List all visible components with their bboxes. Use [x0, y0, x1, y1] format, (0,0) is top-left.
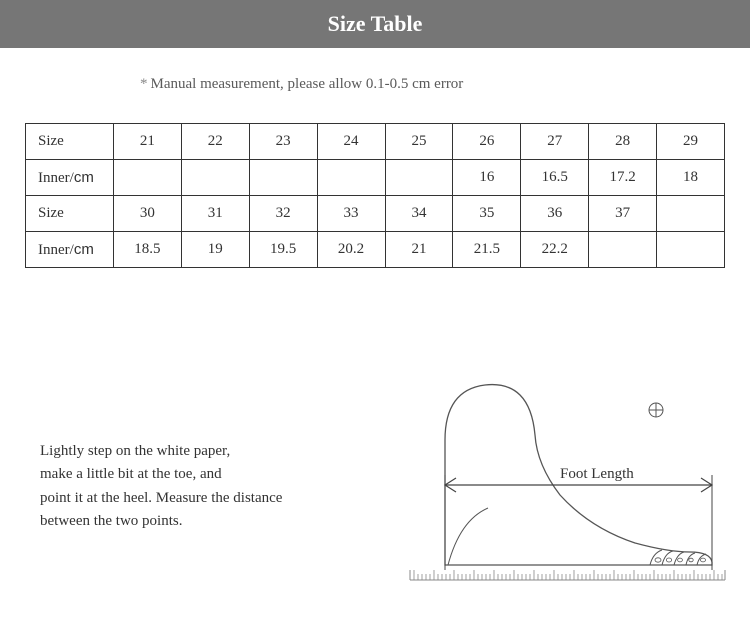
- size-cell: 32: [249, 196, 317, 232]
- row-label-inner-1: Inner/cm: [26, 160, 114, 196]
- inner-cell: [249, 160, 317, 196]
- inner-cell: 18.5: [113, 232, 181, 268]
- table-row: Inner/cm 18.5 19 19.5 20.2 21 21.5 22.2: [26, 232, 725, 268]
- size-cell: 21: [113, 124, 181, 160]
- row-label-inner-2: Inner/cm: [26, 232, 114, 268]
- bottom-area: Lightly step on the white paper, make a …: [0, 370, 750, 630]
- inner-cell: 21: [385, 232, 453, 268]
- measurement-note: *Manual measurement, please allow 0.1-0.…: [140, 76, 750, 93]
- inner-cell: [113, 160, 181, 196]
- inner-cell: [181, 160, 249, 196]
- inner-cell: [385, 160, 453, 196]
- table-row: Inner/cm 16 16.5 17.2 18: [26, 160, 725, 196]
- inner-cell: 20.2: [317, 232, 385, 268]
- foot-svg: Foot Length: [390, 370, 730, 610]
- size-cell: 25: [385, 124, 453, 160]
- table-row: Size 30 31 32 33 34 35 36 37: [26, 196, 725, 232]
- banner: Size Table: [0, 0, 750, 48]
- ruler-ticks: [414, 570, 722, 580]
- inner-cell: 16: [453, 160, 521, 196]
- size-cell: 34: [385, 196, 453, 232]
- instructions-line: make a little bit at the toe, and: [40, 463, 370, 486]
- inner-cell: 19: [181, 232, 249, 268]
- size-cell: 27: [521, 124, 589, 160]
- instructions-line: between the two points.: [40, 510, 370, 533]
- instructions-line: Lightly step on the white paper,: [40, 440, 370, 463]
- size-cell: 28: [589, 124, 657, 160]
- page-title: Size Table: [328, 11, 423, 37]
- inner-cell: [589, 232, 657, 268]
- heel-curve: [448, 508, 488, 565]
- size-cell: 22: [181, 124, 249, 160]
- foot-diagram: Foot Length: [390, 370, 730, 610]
- row-label-size-2: Size: [26, 196, 114, 232]
- instructions-line: point it at the heel. Measure the distan…: [40, 487, 370, 510]
- inner-cell: 22.2: [521, 232, 589, 268]
- size-cell: 23: [249, 124, 317, 160]
- size-cell: 35: [453, 196, 521, 232]
- size-cell: 31: [181, 196, 249, 232]
- size-cell: 37: [589, 196, 657, 232]
- table-row: Size 21 22 23 24 25 26 27 28 29: [26, 124, 725, 160]
- inner-cell: 17.2: [589, 160, 657, 196]
- instructions: Lightly step on the white paper, make a …: [40, 440, 370, 533]
- inner-cell: [657, 232, 725, 268]
- size-cell: 33: [317, 196, 385, 232]
- inner-cell: 21.5: [453, 232, 521, 268]
- size-cell: 24: [317, 124, 385, 160]
- inner-cell: [317, 160, 385, 196]
- inner-cell: 19.5: [249, 232, 317, 268]
- row-label-size-1: Size: [26, 124, 114, 160]
- size-cell: 36: [521, 196, 589, 232]
- note-star: *: [140, 76, 148, 92]
- size-cell: 26: [453, 124, 521, 160]
- size-cell: [657, 196, 725, 232]
- note-text: Manual measurement, please allow 0.1-0.5…: [151, 76, 464, 92]
- size-cell: 29: [657, 124, 725, 160]
- ankle-marker-icon: [649, 403, 663, 417]
- size-table: Size 21 22 23 24 25 26 27 28 29 Inner/cm…: [25, 123, 725, 268]
- inner-cell: 18: [657, 160, 725, 196]
- inner-cell: 16.5: [521, 160, 589, 196]
- foot-length-label: Foot Length: [560, 466, 634, 482]
- size-cell: 30: [113, 196, 181, 232]
